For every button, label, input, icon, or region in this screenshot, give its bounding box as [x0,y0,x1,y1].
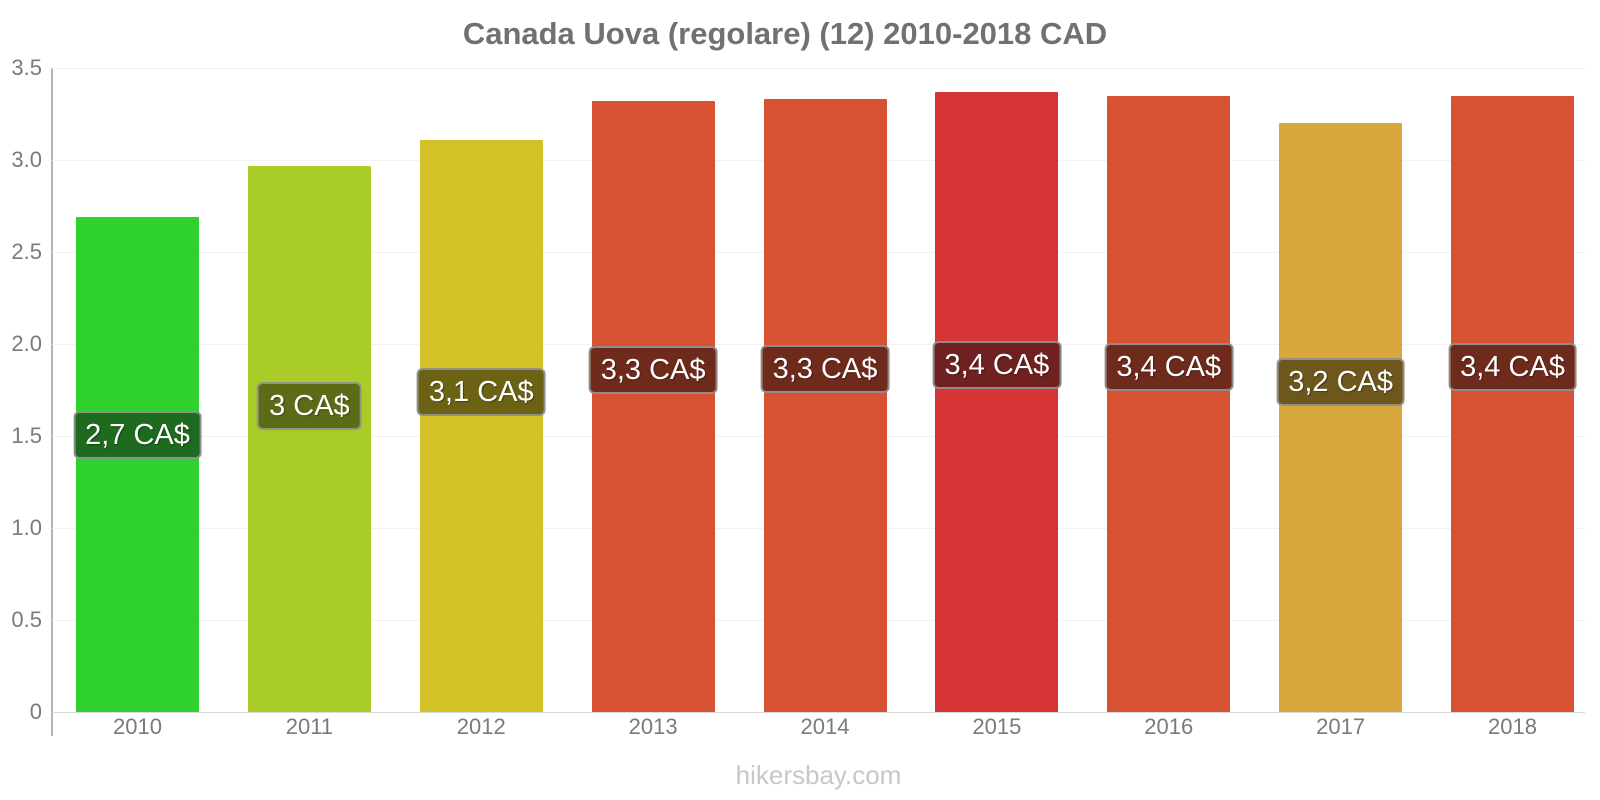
bar-value-label: 3,3 CA$ [760,344,890,393]
bar [419,139,543,712]
bar [763,99,887,712]
x-axis-tick-label: 2015 [972,714,1022,739]
bar-value-label: 3,1 CA$ [416,367,546,416]
x-axis-tick-label: 2018 [1488,714,1537,739]
x-axis-baseline [52,712,1585,713]
bar-value-label: 3,4 CA$ [1448,342,1577,391]
x-axis-tick-label: 2014 [800,714,850,739]
bar [76,217,199,712]
bar-value-label: 3,4 CA$ [1104,342,1234,391]
bar [247,165,371,712]
chart-title: Canada Uova (regolare) (12) 2010-2018 CA… [462,16,1108,51]
y-axis-tick-label: 1.5 [11,423,42,448]
x-axis-tick-label: 2011 [285,714,334,739]
y-axis-tick-label: 3.0 [11,147,42,172]
gridline [52,68,1585,69]
x-axis-tick-label: 2012 [456,714,506,739]
x-axis-tick-label: 2017 [1316,714,1366,739]
x-axis-tick-label: 2013 [628,714,678,739]
y-axis-line [51,68,53,736]
y-axis-tick-label: 0.5 [11,607,42,632]
bar-value-label: 3,4 CA$ [932,340,1062,389]
footer-watermark: hikersbay.com [735,760,902,790]
bar-value-label: 3,3 CA$ [588,345,718,394]
bar [935,91,1059,712]
bar [591,101,715,712]
y-axis-tick-label: 2.0 [11,331,42,356]
bar [1107,95,1231,712]
y-axis-tick-label: 2.5 [11,239,42,264]
x-axis-tick-label: 2010 [113,714,162,739]
bar [1451,95,1574,712]
x-axis-tick-label: 2016 [1144,714,1194,739]
bar-value-label: 3 CA$ [257,381,362,430]
y-axis-tick-label: 1.0 [11,515,42,540]
y-axis-tick-label: 0 [29,699,42,724]
bar-value-label: 3,2 CA$ [1276,358,1406,407]
bar-value-label: 2,7 CA$ [73,410,202,459]
bar [1279,123,1403,712]
y-axis-tick-label: 3.5 [11,55,42,80]
